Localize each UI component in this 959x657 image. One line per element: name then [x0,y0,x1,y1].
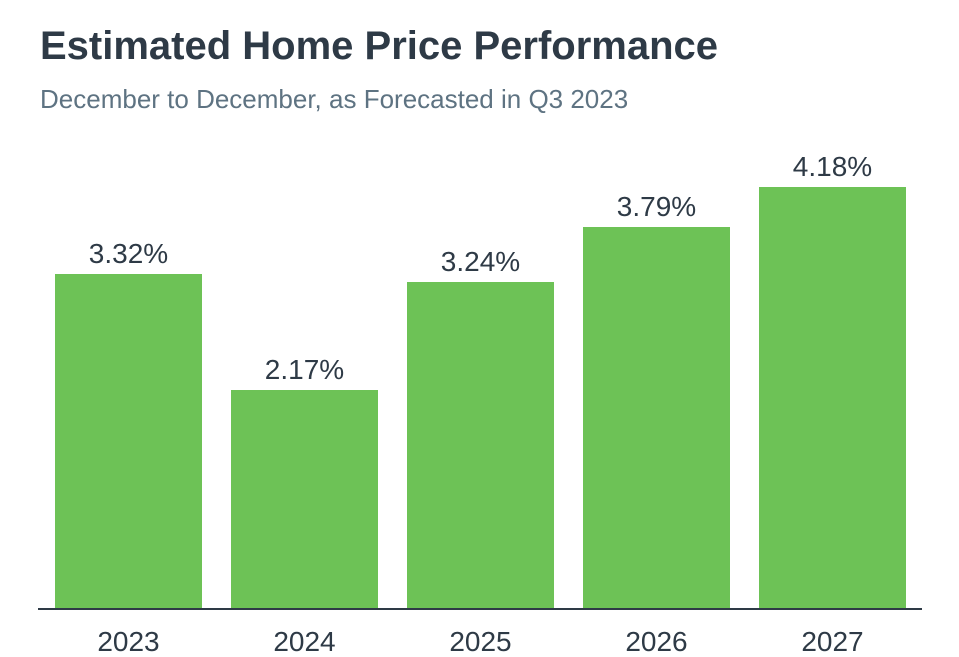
x-axis-tick-label: 2023 [97,626,160,657]
x-axis-line [38,608,922,610]
bar-2026 [583,227,730,608]
bar-value-label: 3.32% [88,238,169,269]
x-axis-tick-label: 2027 [801,626,864,657]
bar-cell-2024: 2.17% [231,140,378,608]
x-axis-labels: 2023 2024 2025 2026 2027 [55,626,906,657]
bar-cell-2023: 3.32% [55,140,202,608]
bar-2027 [759,187,906,608]
bar-value-label: 3.24% [440,246,521,277]
chart-title: Estimated Home Price Performance [40,24,719,68]
chart-subtitle: December to December, as Forecasted in Q… [40,84,629,114]
x-axis-tick-label: 2026 [625,626,688,657]
bar-cell-2025: 3.24% [407,140,554,608]
x-axis-tick-label: 2024 [273,626,336,657]
bar-2023 [55,274,202,608]
bar-2024 [231,390,378,608]
bar-cell-2026: 3.79% [583,140,730,608]
bars-row: 3.32% 2.17% 3.24% 3.79% 4.18% [55,140,906,608]
x-axis-tick-label: 2025 [449,626,512,657]
bar-cell-2027: 4.18% [759,140,906,608]
bar-value-label: 4.18% [792,151,873,182]
bar-2025 [407,282,554,608]
bar-value-label: 3.79% [616,191,697,222]
bar-value-label: 2.17% [264,354,345,385]
